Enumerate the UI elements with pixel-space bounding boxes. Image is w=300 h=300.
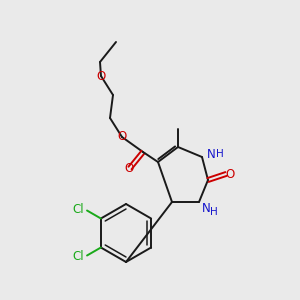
Text: O: O xyxy=(96,70,106,83)
Text: N: N xyxy=(207,148,216,160)
Text: H: H xyxy=(210,207,218,217)
Text: O: O xyxy=(117,130,127,143)
Text: O: O xyxy=(124,161,134,175)
Text: O: O xyxy=(225,167,235,181)
Text: H: H xyxy=(216,149,224,159)
Text: N: N xyxy=(202,202,211,214)
Text: Cl: Cl xyxy=(72,250,84,263)
Text: Cl: Cl xyxy=(72,203,84,216)
